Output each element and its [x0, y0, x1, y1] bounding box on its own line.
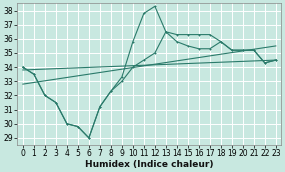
X-axis label: Humidex (Indice chaleur): Humidex (Indice chaleur) [85, 159, 213, 169]
